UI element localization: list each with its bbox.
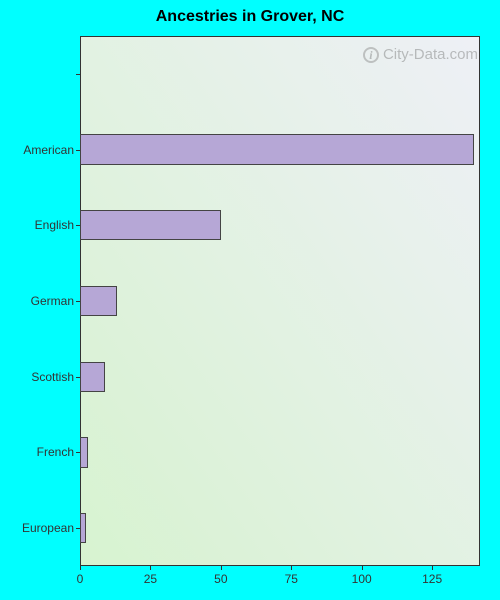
plot-background [80, 36, 480, 566]
y-tick-label: German [31, 294, 80, 308]
bar [80, 134, 474, 164]
y-tick-label: American [23, 143, 80, 157]
x-tick-label: 125 [422, 566, 442, 586]
chart-canvas: Ancestries in Grover, NCAmericanEnglishG… [0, 0, 500, 600]
y-tick-label: Scottish [31, 370, 80, 384]
chart-title: Ancestries in Grover, NC [0, 8, 500, 26]
bar [80, 513, 86, 543]
plot-area: AmericanEnglishGermanScottishFrenchEurop… [80, 36, 480, 566]
x-tick-label: 25 [144, 566, 157, 586]
bar [80, 286, 117, 316]
bar [80, 210, 221, 240]
x-tick-label: 100 [352, 566, 372, 586]
y-tick-label: English [35, 218, 80, 232]
y-tick-label: European [22, 521, 80, 535]
y-tick-label: French [37, 445, 80, 459]
x-tick-label: 75 [285, 566, 298, 586]
bar [80, 362, 105, 392]
x-tick-label: 50 [214, 566, 227, 586]
y-tick-mark [76, 74, 80, 75]
bar [80, 437, 88, 467]
x-tick-label: 0 [77, 566, 84, 586]
